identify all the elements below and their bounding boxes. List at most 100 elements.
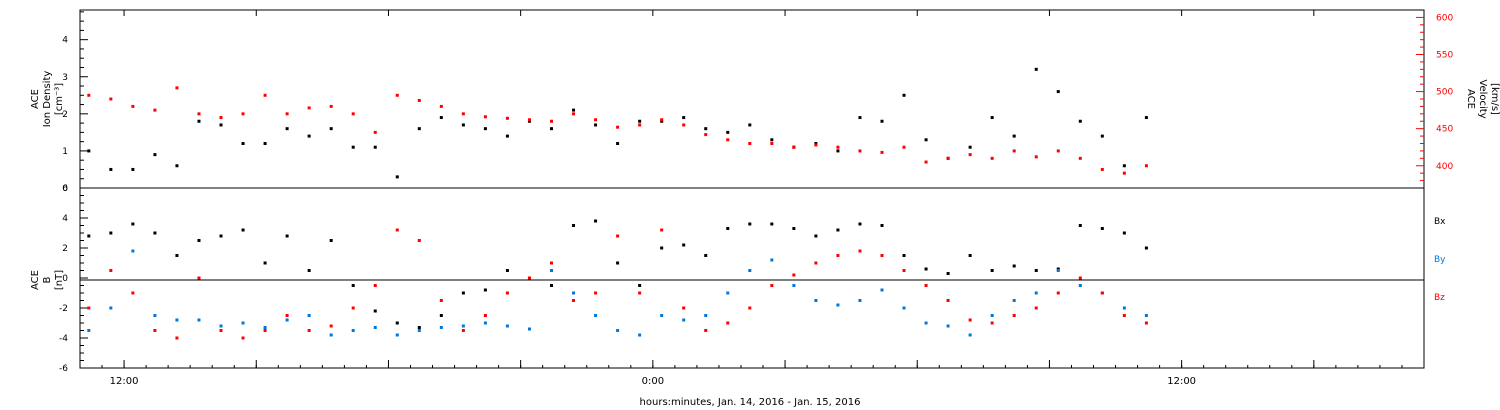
b-tick-label: 2 [62,244,68,254]
bx-point [946,272,950,275]
density-point [131,167,135,171]
by-point [131,249,135,253]
velocity-tick-label: 550 [1436,51,1453,61]
by-point [1034,291,1038,295]
velocity-point [704,133,708,137]
by-point [726,291,730,295]
bz-point [814,261,818,265]
density-point [417,127,421,131]
velocity-point [1078,156,1082,160]
bottom-panel-frame [79,187,1425,369]
density-point [109,167,113,171]
velocity-point [373,130,377,134]
legend-bx: Bx [1434,217,1446,227]
velocity-point [968,153,972,157]
b-tick-label: -6 [59,364,68,374]
bz-point [197,276,201,280]
bz-point [682,306,686,310]
density-tick-label: 0 [62,184,68,194]
velocity-point [87,93,91,97]
density-tick-label: 2 [62,110,68,120]
velocity-point [329,104,333,108]
density-axis-title-1: ACE [30,89,41,109]
bx-point [638,284,642,287]
bx-point [550,284,554,287]
bz-point [550,261,554,265]
bz-point [153,329,157,332]
by-point [616,329,620,332]
bz-point [836,254,840,257]
velocity-tick-label: 500 [1436,88,1453,98]
bz-point [1056,291,1060,295]
bz-point [704,329,708,332]
velocity-point [550,119,554,123]
by-point [990,314,994,317]
by-point [197,318,201,322]
velocity-point [924,160,928,164]
velocity-point [351,112,355,116]
b-tick-label: 0 [62,274,68,284]
velocity-point [946,156,950,160]
velocity-point [990,156,994,160]
by-point [395,333,399,337]
density-point [748,123,752,127]
density-point [1144,116,1148,120]
bx-point [329,239,333,242]
bx-point [285,234,289,238]
bx-point [1100,227,1104,230]
bz-point [263,329,267,332]
density-point [770,138,774,142]
time-tick-label: 0:00 [642,376,664,387]
bz-point [594,291,598,295]
bx-point [836,228,840,232]
b-axis-title-3: [nT] [54,270,65,290]
density-point [241,142,245,145]
by-point [1012,299,1016,302]
bx-point [307,269,311,272]
by-point [109,306,113,310]
by-point [748,269,752,272]
bx-point [748,222,752,226]
bz-point [902,269,906,272]
b-axis-title-1: ACE [30,270,41,290]
bx-point [373,309,377,313]
density-point [483,127,487,131]
density-point [329,127,333,131]
bx-point [351,284,355,287]
velocity-point [285,112,289,116]
bz-point [439,299,443,302]
bx-point [968,254,972,257]
by-point [1056,269,1060,272]
velocity-point [461,112,465,116]
bz-point [1144,321,1148,325]
density-point [1012,134,1016,138]
density-point [395,175,399,179]
velocity-axis-title-1: ACE [1465,89,1476,109]
bz-point [109,269,113,272]
velocity-axis: 400 450 500 550 600 [1416,13,1453,182]
bz-point [946,299,950,302]
by-point [1144,314,1148,317]
velocity-axis-title-2: Velocity [1477,79,1488,118]
velocity-point [638,123,642,127]
density-point [990,116,994,120]
bz-point [1012,314,1016,317]
velocity-point [1012,149,1016,153]
by-point [219,324,223,328]
by-point [814,299,818,302]
bx-point [109,231,113,235]
by-point [792,284,796,287]
bx-point [770,222,774,226]
velocity-point [616,125,620,129]
bz-point [87,306,91,310]
density-point [219,123,223,127]
bx-point [660,246,664,250]
bx-point [417,326,421,329]
bx-point [1012,264,1016,268]
by-point [946,324,950,328]
by-point [307,314,311,317]
bz-point [1122,314,1126,317]
bz-point [858,249,862,253]
velocity-tick-label: 450 [1436,125,1453,135]
bz-point [285,314,289,317]
